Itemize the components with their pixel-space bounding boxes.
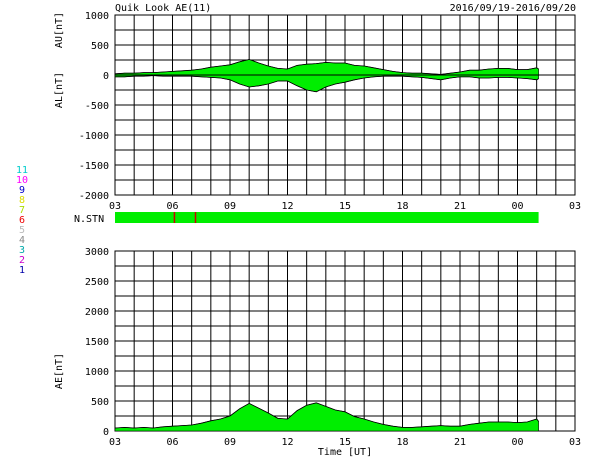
- legend-station-8: 8: [19, 195, 25, 206]
- chart-title: Quik Look AE(11): [115, 3, 211, 14]
- n-stn-bar: [115, 212, 539, 223]
- n-stn-strip: N.STN: [74, 212, 539, 225]
- au-al-xtick-label: 15: [339, 201, 351, 212]
- ae-xtick-label: 15: [339, 437, 351, 448]
- au-al-frame: [114, 14, 576, 196]
- au-al-xtick-label: 18: [396, 201, 408, 212]
- au-al-xtick-label: 06: [166, 201, 178, 212]
- au-al-ytick-label: -2000: [79, 191, 109, 202]
- ae-ytick-label: 3000: [85, 247, 109, 258]
- date-range: 2016/09/19-2016/09/20: [450, 3, 576, 14]
- au-al-ytick-label: -500: [85, 101, 109, 112]
- au-al-xtick-label: 00: [511, 201, 523, 212]
- ae-xtick-label: 12: [281, 437, 293, 448]
- legend-station-11: 11: [16, 165, 28, 176]
- legend-station-5: 5: [19, 225, 25, 236]
- ae-xtick-label: 21: [454, 437, 466, 448]
- ae-ytick-label: 2500: [85, 277, 109, 288]
- n-stn-label: N.STN: [74, 214, 104, 225]
- legend-station-3: 3: [19, 245, 25, 256]
- ae-xlabel: Time [UT]: [318, 447, 372, 458]
- legend-station-4: 4: [19, 235, 25, 246]
- au-ylabel: AU[nT]: [54, 12, 65, 48]
- ae-ytick-label: 2000: [85, 307, 109, 318]
- legend-station-9: 9: [19, 185, 25, 196]
- ae-xtick-label: 00: [511, 437, 523, 448]
- au-al-xtick-label: 21: [454, 201, 466, 212]
- al-ylabel: AL[nT]: [54, 72, 65, 108]
- ae-xtick-label: 03: [569, 437, 581, 448]
- ae-ylabel: AE[nT]: [54, 353, 65, 389]
- ae-ytick-label: 500: [91, 397, 109, 408]
- legend-station-1: 1: [19, 265, 25, 276]
- ae-ytick-label: 1000: [85, 367, 109, 378]
- au-al-ytick-label: 500: [91, 41, 109, 52]
- au-al-ytick-label: 0: [103, 71, 109, 82]
- ae-series-line: [114, 402, 539, 429]
- legend-station-6: 6: [19, 215, 25, 226]
- au-series-line: [114, 58, 539, 75]
- ae-xtick-label: 09: [224, 437, 236, 448]
- au-al-xtick-label: 03: [569, 201, 581, 212]
- ae-ytick-label: 1500: [85, 337, 109, 348]
- au-al-xtick-label: 03: [109, 201, 121, 212]
- au-al-xtick-label: 09: [224, 201, 236, 212]
- ae-xtick-label: 06: [166, 437, 178, 448]
- au-al-ytick-label: -1500: [79, 161, 109, 172]
- ae-xtick-label: 18: [396, 437, 408, 448]
- au-al-xtick-label: 12: [281, 201, 293, 212]
- al-series-line: [115, 75, 539, 93]
- legend-station-2: 2: [19, 255, 25, 266]
- legend-station-10: 10: [16, 175, 28, 186]
- ae-ytick-label: 0: [103, 427, 109, 438]
- legend-station-7: 7: [19, 205, 25, 216]
- au-al-ytick-label: -1000: [79, 131, 109, 142]
- au-al-ytick-label: 1000: [85, 11, 109, 22]
- ae-xtick-label: 03: [109, 437, 121, 448]
